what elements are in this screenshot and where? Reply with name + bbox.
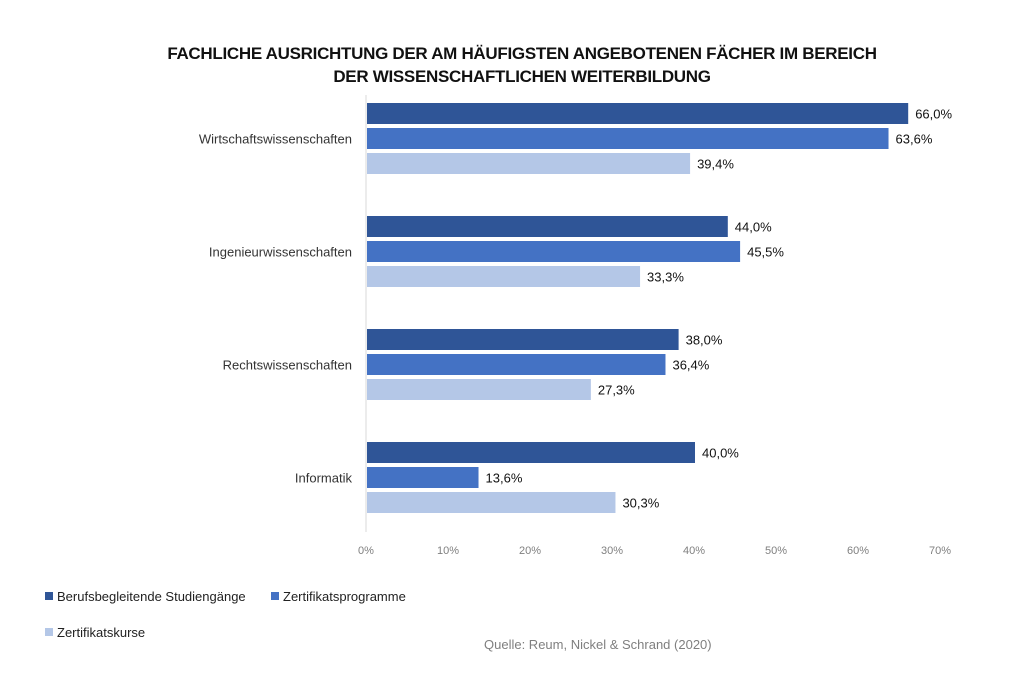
x-tick-label: 70% xyxy=(929,545,951,557)
legend-swatch xyxy=(271,592,279,600)
bar xyxy=(367,442,695,463)
legend-label: Zertifikatskurse xyxy=(57,625,145,640)
category-label: Wirtschaftswissenschaften xyxy=(199,132,352,147)
legend-swatch xyxy=(45,592,53,600)
x-tick-label: 20% xyxy=(519,545,541,557)
data-label: 39,4% xyxy=(697,157,734,172)
legend-label: Zertifikatsprogramme xyxy=(283,589,406,604)
data-label: 63,6% xyxy=(896,132,933,147)
x-tick-label: 0% xyxy=(358,545,374,557)
bars-group: 66,0% 63,6% 39,4% 44,0% 45,5% 33,3% 38,0% 36,4%… xyxy=(367,103,953,513)
legend: Berufsbegleitende Studiengänge Zertifikat… xyxy=(45,589,406,640)
bar xyxy=(367,153,691,174)
data-label: 66,0% xyxy=(915,107,952,122)
data-label: 33,3% xyxy=(647,270,684,285)
data-label: 45,5% xyxy=(747,245,784,260)
data-label: 13,6% xyxy=(486,471,523,486)
data-label: 27,3% xyxy=(598,383,635,398)
bar xyxy=(367,266,641,287)
data-label: 40,0% xyxy=(702,446,739,461)
bar xyxy=(367,241,741,262)
bar xyxy=(367,329,679,350)
data-label: 30,3% xyxy=(622,496,659,511)
data-label: 36,4% xyxy=(672,358,709,373)
source-note: Quelle: Reum, Nickel & Schrand (2020) xyxy=(484,637,712,652)
bar xyxy=(367,103,909,124)
bar xyxy=(367,128,889,149)
x-tick-label: 10% xyxy=(437,545,459,557)
x-tick-label: 50% xyxy=(765,545,787,557)
x-tick-label: 40% xyxy=(683,545,705,557)
legend-label: Berufsbegleitende Studiengänge xyxy=(57,589,246,604)
bar xyxy=(367,467,479,488)
bar xyxy=(367,492,616,513)
category-label: Rechtswissenschaften xyxy=(223,358,352,373)
category-label: Ingenieurwissenschaften xyxy=(209,245,352,260)
x-tick-label: 30% xyxy=(601,545,623,557)
x-axis-ticks: 0% 10% 20% 30% 40% 50% 60% 70% xyxy=(358,545,951,557)
data-label: 38,0% xyxy=(686,333,723,348)
bar xyxy=(367,354,666,375)
bar xyxy=(367,216,728,237)
bar xyxy=(367,379,591,400)
chart-title-line-1: FACHLICHE AUSRICHTUNG DER AM HÄUFIGSTEN … xyxy=(167,44,876,63)
chart-title-line-2: DER WISSENSCHAFTLICHEN WEITERBILDUNG xyxy=(333,67,710,86)
category-labels: Wirtschaftswissenschaften Ingenieurwissen… xyxy=(199,132,353,486)
legend-swatch xyxy=(45,628,53,636)
chart-title: FACHLICHE AUSRICHTUNG DER AM HÄUFIGSTEN … xyxy=(167,44,877,86)
category-label: Informatik xyxy=(295,471,353,486)
data-label: 44,0% xyxy=(735,220,772,235)
x-tick-label: 60% xyxy=(847,545,869,557)
